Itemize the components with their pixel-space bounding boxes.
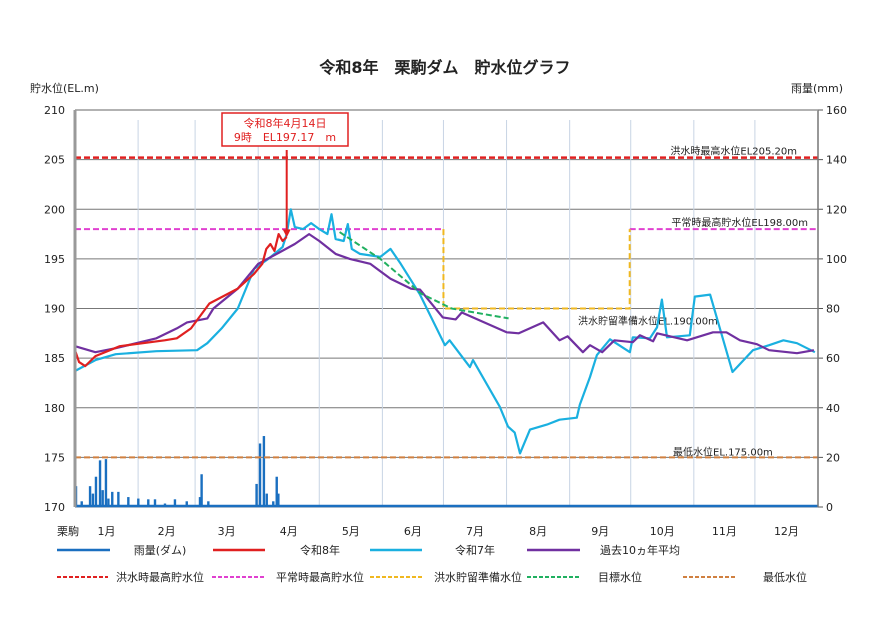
y-left-tick-label: 210: [44, 104, 65, 117]
y-left-tick-label: 185: [44, 352, 65, 365]
y-right-tick-label: 120: [826, 203, 847, 216]
y-right-tick-label: 160: [826, 104, 847, 117]
y-left-tick-label: 195: [44, 253, 65, 266]
rainfall-bar: [137, 498, 140, 507]
rainfall-bar: [207, 501, 210, 507]
legend-label: 雨量(ダム): [134, 543, 187, 557]
annotation-box: [221, 112, 349, 147]
rainfall-bar: [153, 499, 157, 507]
x-tick-label: 11月: [712, 525, 737, 538]
flood-max-level-label: 洪水時最高水位EL205.20m: [670, 145, 797, 158]
rainfall-bar: [275, 476, 278, 507]
rainfall-bar: [173, 499, 177, 507]
rainfall-bar: [94, 476, 98, 507]
x-tick-label: 3月: [218, 525, 236, 538]
x-tick-label: 6月: [404, 525, 422, 538]
reiwa7-line: [74, 208, 816, 455]
x-origin-label: 栗駒: [57, 525, 79, 538]
rainfall-bar: [127, 497, 130, 507]
flood-prep-level-label: 洪水貯留準備水位EL.190.00m: [578, 315, 718, 328]
y-right-tick-label: 40: [826, 402, 840, 415]
chart-title: 令和8年 栗駒ダム 貯水位グラフ: [318, 58, 570, 77]
y-left-tick-label: 200: [44, 203, 65, 216]
rainfall-bar: [107, 498, 110, 507]
rainfall-bar: [111, 491, 114, 507]
x-tick-label: 2月: [158, 525, 176, 538]
target-level-line: [339, 231, 509, 320]
legend-label: 令和7年: [455, 543, 495, 557]
x-tick-label: 5月: [342, 525, 360, 538]
x-tick-label: 12月: [774, 525, 799, 538]
rainfall-bar: [272, 501, 275, 507]
rainfall-bar: [88, 486, 92, 507]
x-tick-label: 4月: [280, 525, 298, 538]
rainfall-bar: [147, 499, 150, 507]
flood-prep-level-line: [442, 229, 631, 310]
reiwa8-line: [73, 233, 288, 368]
peak-annotation: 令和8年4月14日 9時 EL197.17 m: [221, 112, 349, 238]
x-tick-label: 1月: [98, 525, 116, 538]
rainfall-bar: [255, 483, 258, 507]
rainfall-bar: [91, 493, 95, 507]
annotation-line2: 9時 EL197.17 m: [234, 131, 336, 144]
normal-max-level-label: 平常時最高貯水位EL198.00m: [671, 216, 808, 229]
rainfall-bar: [200, 474, 203, 507]
y-left-tick-label: 170: [44, 501, 65, 514]
y-left-axis-label: 貯水位(EL.m): [30, 81, 99, 95]
rainfall-bar: [265, 493, 268, 507]
rainfall-bar: [163, 503, 167, 507]
rainfall-bar: [277, 493, 280, 507]
legend-label: 最低水位: [763, 570, 807, 584]
y-right-tick-label: 20: [826, 451, 840, 464]
legend-label: 平常時最高貯水位: [276, 570, 364, 584]
annotation-arrowhead: [282, 229, 291, 238]
y-right-tick-label: 0: [826, 501, 833, 514]
y-left-tick-label: 180: [44, 402, 65, 415]
rainfall-bar: [198, 497, 202, 507]
x-tick-label: 7月: [466, 525, 484, 538]
y-right-tick-label: 100: [826, 253, 847, 266]
y-left-tick-label: 175: [44, 451, 65, 464]
rainfall-bar: [262, 436, 266, 507]
legend-label: 令和8年: [300, 543, 340, 557]
y-left-tick-label: 190: [44, 303, 65, 316]
legend-label: 洪水貯留準備水位: [434, 570, 522, 584]
rainfall-bar: [104, 459, 108, 507]
legend-label: 洪水時最高貯水位: [116, 570, 204, 584]
rainfall-bar: [80, 501, 83, 507]
ten-year-avg-line: [74, 233, 815, 355]
x-tick-label: 10月: [650, 525, 675, 538]
legend-label: 目標水位: [598, 570, 642, 584]
rainfall-bar: [185, 501, 188, 507]
rainfall-bar: [98, 460, 102, 507]
min-level-label: 最低水位EL.175.00m: [673, 445, 773, 458]
y-right-tick-label: 80: [826, 303, 840, 316]
x-tick-label: 9月: [591, 525, 609, 538]
y-right-axis-label: 雨量(mm): [791, 82, 843, 95]
annotation-line1: 令和8年4月14日: [244, 116, 327, 130]
y-left-tick-label: 205: [44, 154, 65, 167]
legend-label: 過去10ヵ年平均: [600, 543, 680, 557]
rainfall-bar: [117, 491, 120, 507]
x-tick-label: 8月: [529, 525, 547, 538]
rainfall-bar: [258, 443, 262, 507]
rainfall-bar: [101, 490, 104, 507]
y-right-tick-label: 140: [826, 154, 847, 167]
y-right-tick-label: 60: [826, 352, 840, 365]
